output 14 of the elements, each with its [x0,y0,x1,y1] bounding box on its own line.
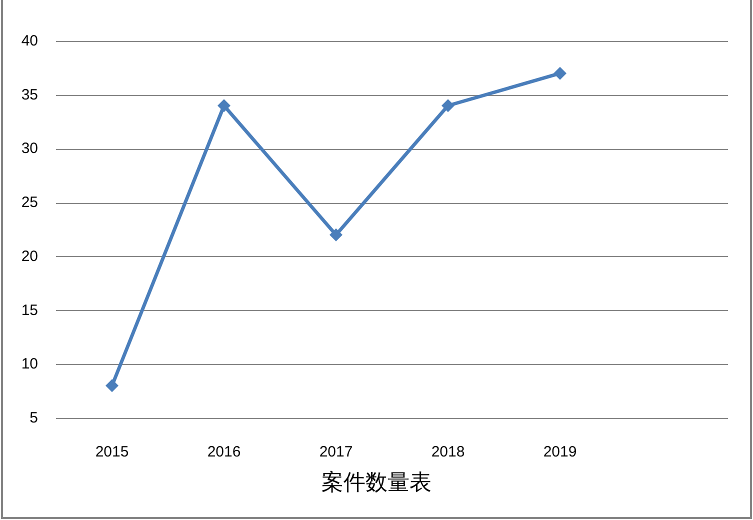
y-tick-label: 30 [21,140,38,158]
x-tick-label: 2016 [207,444,241,460]
y-tick-label: 15 [21,302,38,319]
x-tick-label: 2017 [319,444,353,460]
x-axis-title: 案件数量表 [322,470,432,494]
y-tick-label: 40 [21,32,38,50]
y-tick-label: 25 [21,194,38,212]
y-tick-label: 35 [21,86,38,104]
y-tick-label: 5 [30,410,38,426]
y-tick-label: 10 [21,356,38,373]
y-tick-label: 20 [21,248,38,265]
x-tick-label: 2019 [543,444,577,460]
x-tick-label: 2018 [431,444,465,460]
x-tick-label: 2015 [95,444,129,460]
